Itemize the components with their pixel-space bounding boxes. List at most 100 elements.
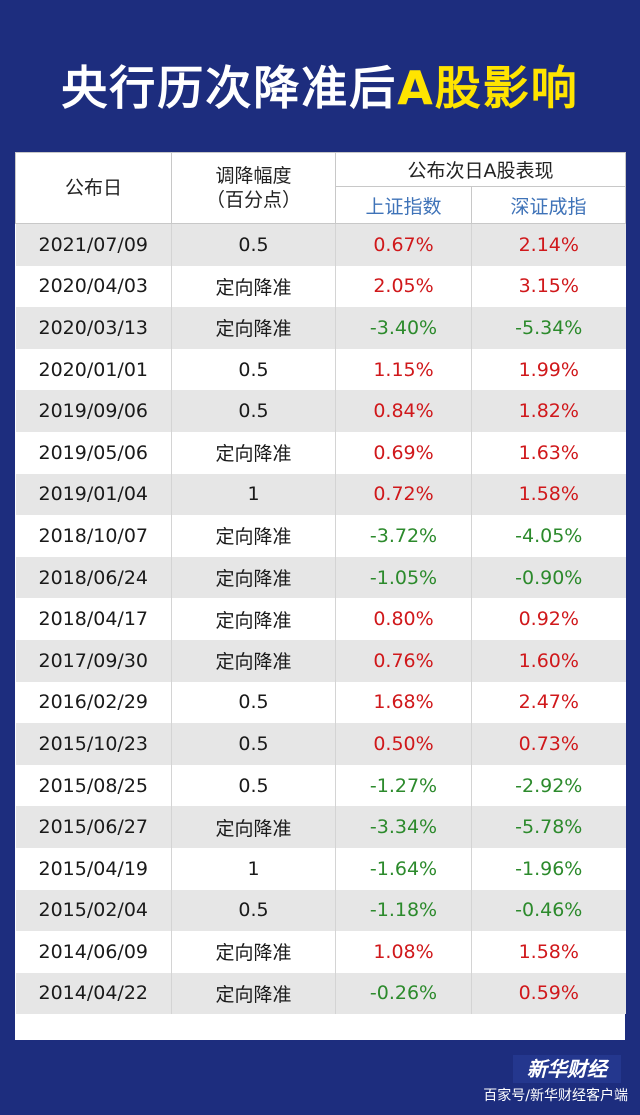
cell-cut: 定向降准 xyxy=(171,806,336,848)
cell-cut: 0.5 xyxy=(171,223,336,266)
cell-shenzhen: 1.82% xyxy=(471,390,626,432)
cell-shanghai: 0.76% xyxy=(335,639,472,682)
cell-shenzhen: 3.15% xyxy=(471,265,626,308)
table-row: 2020/03/13 定向降准 -3.40% -5.34% xyxy=(15,307,626,349)
cell-date: 2016/02/29 xyxy=(15,681,172,724)
cell-date: 2020/01/01 xyxy=(15,348,172,391)
xinhua-finance-logo: 新华财经 xyxy=(513,1055,621,1083)
cell-shenzhen: 1.58% xyxy=(471,931,626,973)
cell-shenzhen: -5.34% xyxy=(471,307,626,349)
cell-cut: 定向降准 xyxy=(171,307,336,349)
cell-cut: 定向降准 xyxy=(171,431,336,474)
cell-shenzhen: 0.59% xyxy=(471,972,626,1015)
cell-shenzhen: 1.58% xyxy=(471,473,626,516)
cell-cut: 定向降准 xyxy=(171,639,336,682)
table-row: 2015/10/23 0.5 0.50% 0.73% xyxy=(15,723,626,765)
cell-date: 2019/05/06 xyxy=(15,431,172,474)
cell-date: 2015/06/27 xyxy=(15,806,172,848)
cell-shanghai: 2.05% xyxy=(335,265,472,308)
table-row: 2015/08/25 0.5 -1.27% -2.92% xyxy=(15,764,626,807)
cell-shenzhen: -2.92% xyxy=(471,764,626,807)
table-row: 2020/01/01 0.5 1.15% 1.99% xyxy=(15,348,626,391)
cell-shanghai: 1.68% xyxy=(335,681,472,724)
table-row: 2020/04/03 定向降准 2.05% 3.15% xyxy=(15,265,626,308)
table-row: 2014/06/09 定向降准 1.08% 1.58% xyxy=(15,931,626,973)
table-row: 2018/06/24 定向降准 -1.05% -0.90% xyxy=(15,556,626,599)
cell-date: 2015/08/25 xyxy=(15,764,172,807)
cell-shanghai: -0.26% xyxy=(335,972,472,1015)
table-row: 2017/09/30 定向降准 0.76% 1.60% xyxy=(15,639,626,682)
cell-shanghai: 0.80% xyxy=(335,598,472,640)
page-title: 央行历次降准后A股影响 xyxy=(0,55,640,121)
header-date: 公布日 xyxy=(15,152,172,224)
cell-shanghai: -1.18% xyxy=(335,889,472,932)
table-row: 2018/10/07 定向降准 -3.72% -4.05% xyxy=(15,515,626,557)
table-row: 2019/09/06 0.5 0.84% 1.82% xyxy=(15,390,626,432)
cell-shenzhen: -0.90% xyxy=(471,556,626,599)
cell-date: 2015/04/19 xyxy=(15,847,172,890)
table-header: 公布日 调降幅度 （百分点） 公布次日A股表现 上证指数 深证成指 xyxy=(15,152,626,224)
cell-shanghai: -1.05% xyxy=(335,556,472,599)
title-highlight: A股影响 xyxy=(397,61,579,115)
table-row: 2014/04/22 定向降准 -0.26% 0.59% xyxy=(15,972,626,1015)
cell-cut: 0.5 xyxy=(171,764,336,807)
cell-shanghai: 1.08% xyxy=(335,931,472,973)
cell-shenzhen: 0.73% xyxy=(471,723,626,765)
cell-shenzhen: 2.47% xyxy=(471,681,626,724)
table-body: 2021/07/09 0.5 0.67% 2.14% 2020/04/03 定向降准 2.0… xyxy=(15,223,626,1015)
cell-shenzhen: 0.92% xyxy=(471,598,626,640)
cell-shanghai: -3.34% xyxy=(335,806,472,848)
rrr-impact-table: 公布日 调降幅度 （百分点） 公布次日A股表现 上证指数 深证成指 2021/07… xyxy=(15,152,626,1015)
logo-text: 新华财经 xyxy=(527,1057,610,1081)
cell-date: 2020/03/13 xyxy=(15,307,172,349)
cell-cut: 定向降准 xyxy=(171,931,336,973)
cell-date: 2020/04/03 xyxy=(15,265,172,308)
cell-shanghai: 0.50% xyxy=(335,723,472,765)
cell-shanghai: 0.72% xyxy=(335,473,472,516)
header-next-day: 公布次日A股表现 xyxy=(335,152,626,187)
cell-date: 2019/01/04 xyxy=(15,473,172,516)
table-row: 2021/07/09 0.5 0.67% 2.14% xyxy=(15,223,626,266)
cell-shenzhen: 1.63% xyxy=(471,431,626,474)
cell-shanghai: -3.40% xyxy=(335,307,472,349)
cell-shanghai: 0.84% xyxy=(335,390,472,432)
header-cut: 调降幅度 （百分点） xyxy=(171,152,336,224)
cell-cut: 0.5 xyxy=(171,889,336,932)
header-cut-line2: （百分点） xyxy=(205,189,301,211)
cell-cut: 0.5 xyxy=(171,390,336,432)
cell-date: 2015/10/23 xyxy=(15,723,172,765)
cell-cut: 1 xyxy=(171,473,336,516)
cell-date: 2019/09/06 xyxy=(15,390,172,432)
cell-date: 2015/02/04 xyxy=(15,889,172,932)
cell-date: 2014/04/22 xyxy=(15,972,172,1015)
cell-cut: 定向降准 xyxy=(171,598,336,640)
cell-shenzhen: -5.78% xyxy=(471,806,626,848)
cell-shanghai: 0.67% xyxy=(335,223,472,266)
table-row: 2015/06/27 定向降准 -3.34% -5.78% xyxy=(15,806,626,848)
cell-shanghai: 0.69% xyxy=(335,431,472,474)
cell-cut: 0.5 xyxy=(171,681,336,724)
cell-shanghai: 1.15% xyxy=(335,348,472,391)
cell-shanghai: -1.27% xyxy=(335,764,472,807)
cell-cut: 定向降准 xyxy=(171,515,336,557)
cell-cut: 1 xyxy=(171,847,336,890)
footer-source: 百家号/新华财经客户端 xyxy=(483,1088,628,1104)
cell-date: 2021/07/09 xyxy=(15,223,172,266)
cell-shanghai: -1.64% xyxy=(335,847,472,890)
cell-date: 2018/04/17 xyxy=(15,598,172,640)
cell-date: 2018/06/24 xyxy=(15,556,172,599)
cell-cut: 定向降准 xyxy=(171,556,336,599)
cell-shenzhen: -1.96% xyxy=(471,847,626,890)
table-row: 2019/01/04 1 0.72% 1.58% xyxy=(15,473,626,516)
cell-cut: 定向降准 xyxy=(171,972,336,1015)
cell-cut: 0.5 xyxy=(171,723,336,765)
rrr-impact-table-container: 公布日 调降幅度 （百分点） 公布次日A股表现 上证指数 深证成指 2021/07… xyxy=(15,152,626,1040)
cell-shenzhen: 1.99% xyxy=(471,348,626,391)
cell-shenzhen: -4.05% xyxy=(471,515,626,557)
header-shanghai-index: 上证指数 xyxy=(335,186,472,224)
cell-date: 2018/10/07 xyxy=(15,515,172,557)
title-main: 央行历次降准后 xyxy=(61,61,398,115)
header-cut-line1: 调降幅度 xyxy=(215,165,292,187)
cell-shenzhen: 1.60% xyxy=(471,639,626,682)
cell-date: 2017/09/30 xyxy=(15,639,172,682)
